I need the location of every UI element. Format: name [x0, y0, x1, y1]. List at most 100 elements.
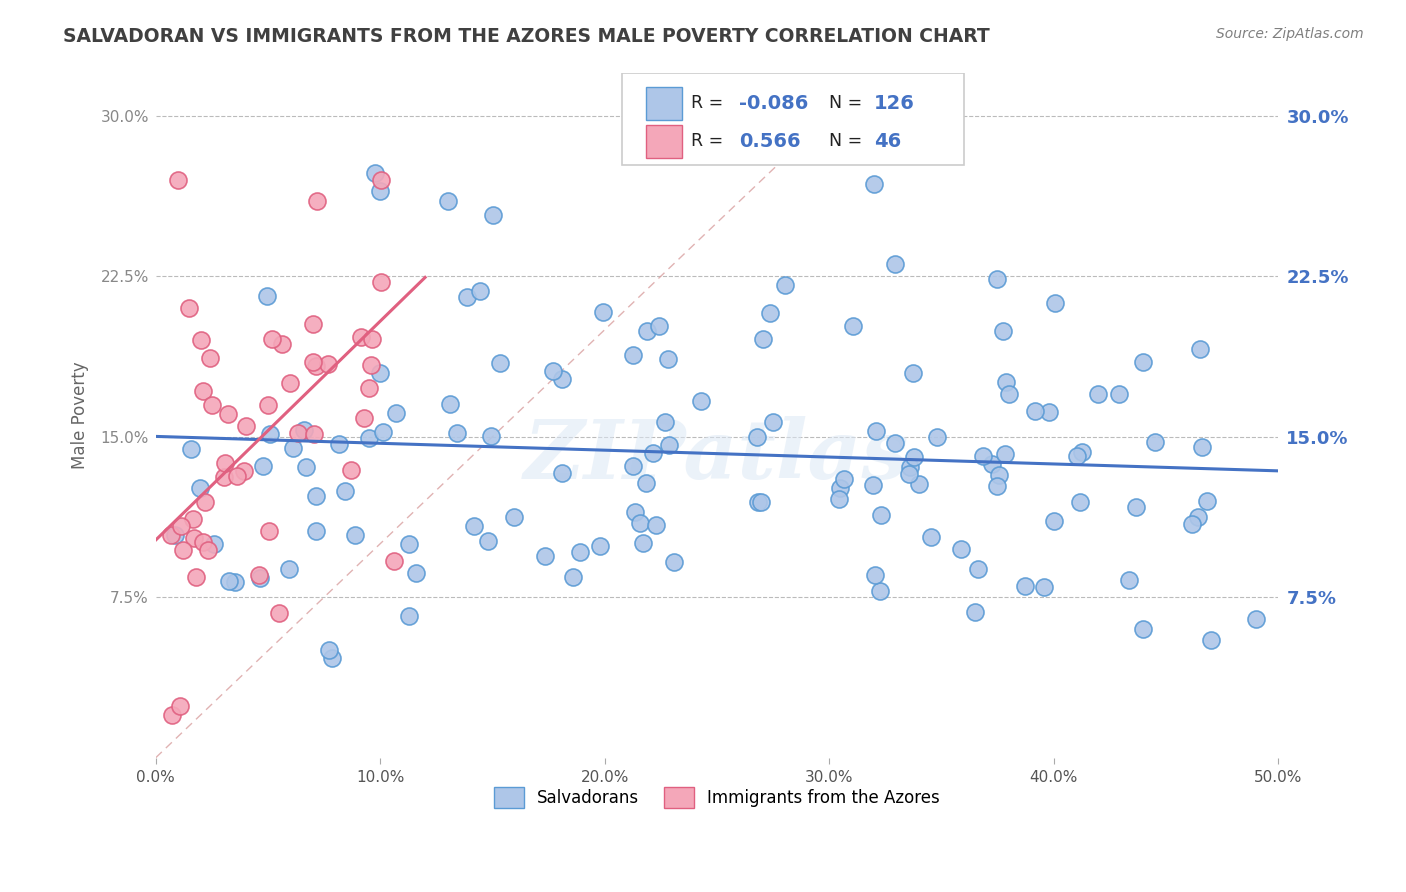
Salvadorans	[1189, 342, 1212, 356]
Salvadorans	[468, 284, 491, 298]
Salvadorans	[751, 120, 773, 134]
Immigrants from the Azores	[190, 334, 212, 348]
Immigrants from the Azores	[370, 276, 392, 290]
Immigrants from the Azores	[340, 463, 363, 477]
Salvadorans	[180, 442, 202, 456]
Salvadorans	[747, 430, 769, 444]
Immigrants from the Azores	[160, 527, 183, 541]
Salvadorans	[321, 650, 343, 665]
Salvadorans	[773, 277, 796, 292]
Salvadorans	[645, 517, 668, 532]
Salvadorans	[1199, 632, 1222, 647]
Salvadorans	[551, 466, 574, 480]
Salvadorans	[1191, 440, 1213, 454]
Salvadorans	[281, 442, 304, 456]
Immigrants from the Azores	[172, 542, 194, 557]
Immigrants from the Azores	[302, 426, 325, 441]
Salvadorans	[986, 479, 1008, 493]
Salvadorans	[479, 429, 502, 443]
Immigrants from the Azores	[217, 408, 239, 422]
Salvadorans	[884, 435, 907, 450]
Salvadorans	[294, 459, 316, 474]
Salvadorans	[503, 509, 526, 524]
Salvadorans	[1125, 500, 1147, 514]
Salvadorans	[1043, 514, 1066, 528]
Salvadorans	[967, 562, 990, 576]
Salvadorans	[224, 575, 246, 590]
Salvadorans	[636, 324, 658, 338]
Immigrants from the Azores	[170, 519, 193, 533]
Salvadorans	[965, 606, 987, 620]
Salvadorans	[988, 468, 1011, 483]
Salvadorans	[863, 178, 886, 192]
Salvadorans	[863, 567, 886, 582]
Immigrants from the Azores	[384, 554, 406, 568]
Salvadorans	[1187, 510, 1209, 524]
Salvadorans	[398, 537, 420, 551]
Salvadorans	[218, 574, 240, 589]
Immigrants from the Azores	[257, 398, 280, 412]
Immigrants from the Azores	[302, 317, 325, 331]
Salvadorans	[900, 459, 922, 474]
Salvadorans	[1033, 580, 1056, 594]
Salvadorans	[641, 446, 664, 460]
Salvadorans	[752, 332, 775, 346]
Immigrants from the Azores	[167, 173, 190, 187]
Text: ZIPatlas: ZIPatlas	[524, 417, 910, 496]
Salvadorans	[368, 184, 391, 198]
Salvadorans	[357, 431, 380, 445]
Salvadorans	[249, 571, 271, 585]
Salvadorans	[658, 438, 681, 452]
Salvadorans	[631, 535, 654, 549]
Salvadorans	[690, 394, 713, 409]
Immigrants from the Azores	[305, 194, 328, 208]
Salvadorans	[662, 555, 685, 569]
Salvadorans	[1038, 405, 1060, 419]
Salvadorans	[562, 570, 585, 584]
Immigrants from the Azores	[201, 398, 224, 412]
Text: N =: N =	[830, 132, 868, 150]
Text: N =: N =	[830, 95, 868, 112]
Salvadorans	[256, 289, 278, 303]
Text: R =: R =	[692, 95, 728, 112]
Immigrants from the Azores	[183, 531, 205, 545]
Immigrants from the Azores	[194, 495, 217, 509]
Text: 126: 126	[875, 94, 915, 113]
Salvadorans	[534, 549, 557, 564]
Immigrants from the Azores	[162, 707, 184, 722]
Immigrants from the Azores	[360, 332, 382, 346]
Salvadorans	[592, 305, 614, 319]
Text: Source: ZipAtlas.com: Source: ZipAtlas.com	[1216, 27, 1364, 41]
Salvadorans	[439, 397, 461, 411]
Immigrants from the Azores	[305, 359, 328, 373]
Salvadorans	[405, 566, 427, 580]
Immigrants from the Azores	[197, 542, 219, 557]
Salvadorans	[1071, 444, 1094, 458]
Immigrants from the Azores	[360, 358, 382, 372]
Salvadorans	[371, 425, 394, 439]
Salvadorans	[259, 426, 281, 441]
Salvadorans	[1043, 296, 1066, 310]
Immigrants from the Azores	[191, 535, 214, 549]
Salvadorans	[368, 366, 391, 380]
Immigrants from the Azores	[287, 426, 309, 441]
Salvadorans	[569, 545, 592, 559]
Immigrants from the Azores	[184, 570, 207, 584]
Immigrants from the Azores	[181, 511, 204, 525]
Immigrants from the Azores	[214, 456, 236, 470]
Salvadorans	[621, 459, 644, 474]
Salvadorans	[654, 415, 676, 429]
Salvadorans	[842, 319, 865, 334]
Salvadorans	[252, 459, 274, 474]
Salvadorans	[1066, 449, 1088, 463]
FancyBboxPatch shape	[621, 73, 963, 165]
Salvadorans	[163, 528, 186, 542]
Salvadorans	[1197, 493, 1219, 508]
Salvadorans	[1181, 516, 1204, 531]
Salvadorans	[997, 387, 1019, 401]
Bar	[647, 125, 682, 158]
Salvadorans	[981, 458, 1004, 472]
Text: SALVADORAN VS IMMIGRANTS FROM THE AZORES MALE POVERTY CORRELATION CHART: SALVADORAN VS IMMIGRANTS FROM THE AZORES…	[63, 27, 990, 45]
Salvadorans	[862, 478, 884, 492]
Salvadorans	[489, 356, 512, 370]
